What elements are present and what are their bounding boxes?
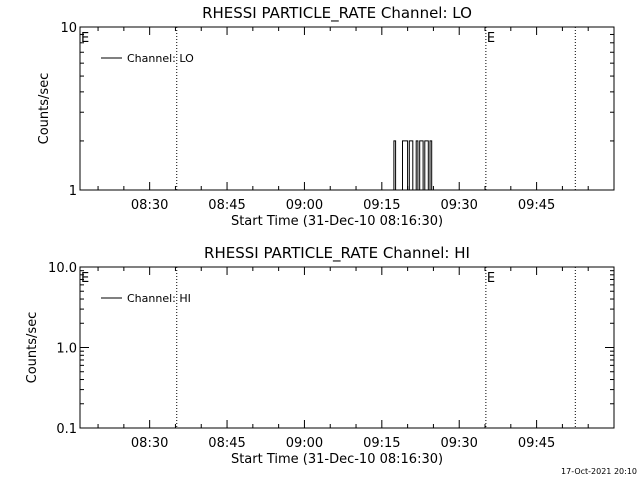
panel-1-x-tick-label: 09:45	[518, 198, 555, 213]
panel-1-axes-box	[79, 26, 615, 191]
panel-1-x-tick-label: 09:30	[440, 198, 477, 213]
panel-2-y-tick-label: 10.0	[48, 261, 77, 276]
panel-2-x-tick-label: 09:15	[363, 436, 400, 451]
panel-2-legend-label: Channel: HI	[127, 292, 191, 305]
panel-1-y-label: Counts/sec	[37, 73, 52, 145]
panel-2-y-tick-label: 0.1	[56, 422, 77, 437]
panel-2-x-tick-label: 08:45	[208, 436, 245, 451]
panel-1-event-mark: E	[487, 31, 495, 46]
panel-2-event-mark: E	[487, 271, 495, 286]
panel-1-x-label: Start Time (31-Dec-10 08:16:30)	[231, 214, 443, 229]
panel-2-x-tick-label: 09:00	[286, 436, 323, 451]
panel-2-y-label: Counts/sec	[25, 312, 40, 384]
panel-2-x-tick-label: 08:30	[131, 436, 168, 451]
panel-1-event-mark: E	[81, 31, 89, 46]
panel-1-x-tick-label: 09:00	[286, 198, 323, 213]
panel-2-x-tick-label: 09:45	[518, 436, 555, 451]
panel-1-y-tick-label: 10	[60, 21, 77, 36]
panel-1-legend-label: Channel: LO	[127, 52, 194, 65]
panel-2-x-tick-label: 09:30	[440, 436, 477, 451]
panel-2-x-label: Start Time (31-Dec-10 08:16:30)	[231, 452, 443, 467]
footer-timestamp: 17-Oct-2021 20:10	[561, 467, 637, 476]
panel-2-event-mark: E	[81, 271, 89, 286]
panel-1-x-tick-label: 09:15	[363, 198, 400, 213]
panel-1-x-tick-label: 08:30	[131, 198, 168, 213]
panel-2-y-tick-label: 1.0	[56, 342, 77, 357]
panel-1-x-tick-label: 08:45	[208, 198, 245, 213]
panel-1-title: RHESSI PARTICLE_RATE Channel: LO	[202, 4, 472, 23]
panel-2-title: RHESSI PARTICLE_RATE Channel: HI	[204, 244, 470, 263]
panel-1-y-tick-label: 1	[69, 184, 77, 199]
panel-1-series-line	[392, 140, 434, 191]
